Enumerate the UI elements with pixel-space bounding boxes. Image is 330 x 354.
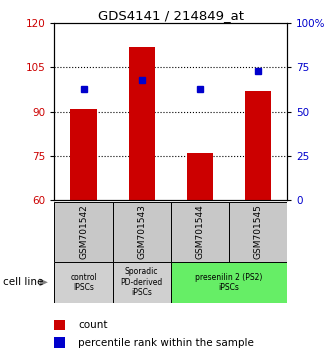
Text: count: count — [78, 320, 108, 330]
Bar — [187, 153, 213, 200]
Text: GSM701545: GSM701545 — [253, 204, 263, 259]
Bar — [54, 262, 113, 303]
Text: GSM701543: GSM701543 — [137, 204, 146, 259]
Bar — [129, 47, 155, 200]
Bar — [113, 202, 171, 262]
Bar — [54, 202, 113, 262]
Bar — [70, 109, 97, 200]
Bar — [229, 202, 287, 262]
Text: control
IPSCs: control IPSCs — [70, 273, 97, 292]
Text: percentile rank within the sample: percentile rank within the sample — [78, 338, 254, 348]
Bar — [54, 337, 65, 348]
Text: GSM701544: GSM701544 — [195, 205, 204, 259]
Text: cell line: cell line — [3, 277, 44, 287]
Polygon shape — [40, 278, 48, 286]
Bar — [54, 320, 65, 330]
Text: GSM701542: GSM701542 — [79, 205, 88, 259]
Bar — [171, 202, 229, 262]
Text: Sporadic
PD-derived
iPSCs: Sporadic PD-derived iPSCs — [120, 267, 163, 297]
Bar — [113, 262, 171, 303]
Text: presenilin 2 (PS2)
iPSCs: presenilin 2 (PS2) iPSCs — [195, 273, 263, 292]
Bar — [171, 262, 287, 303]
Bar — [245, 91, 271, 200]
Title: GDS4141 / 214849_at: GDS4141 / 214849_at — [98, 9, 244, 22]
